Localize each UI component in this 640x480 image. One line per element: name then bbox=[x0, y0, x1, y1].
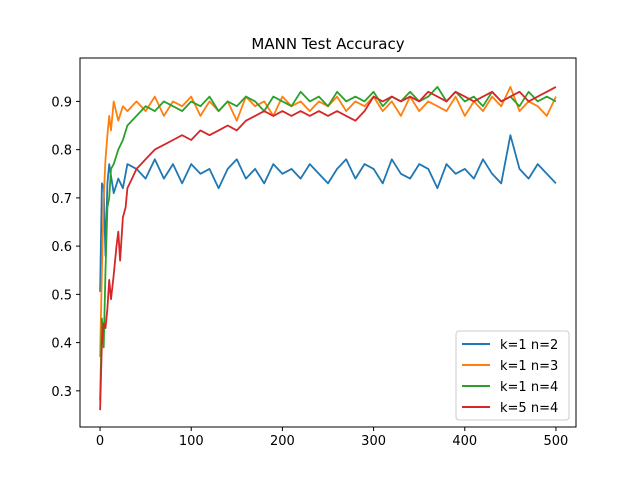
x-tick-label: 300 bbox=[361, 434, 386, 449]
y-tick-label: 0.5 bbox=[51, 288, 72, 303]
x-tick-label: 0 bbox=[96, 434, 104, 449]
y-tick-label: 0.7 bbox=[51, 192, 72, 207]
plot-frame bbox=[79, 57, 577, 428]
y-tick-label: 0.4 bbox=[51, 337, 72, 352]
legend-label-3: k=1 n=4 bbox=[500, 380, 558, 395]
series-line-1 bbox=[99, 134, 557, 292]
x-tick-label: 200 bbox=[270, 434, 295, 449]
legend-label-2: k=1 n=3 bbox=[500, 359, 558, 374]
y-tick-label: 0.9 bbox=[51, 95, 72, 110]
y-axis: 0.3 0.4 0.5 0.6 0.7 0.8 0.9 bbox=[51, 95, 80, 400]
chart-title: MANN Test Accuracy bbox=[251, 35, 404, 53]
y-tick-label: 0.3 bbox=[51, 385, 72, 400]
y-tick-label: 0.6 bbox=[51, 240, 72, 255]
x-axis: 0 100 200 300 400 500 bbox=[96, 427, 568, 449]
y-tick-label: 0.8 bbox=[51, 144, 72, 159]
legend-box bbox=[455, 330, 570, 421]
legend-label-1: k=1 n=2 bbox=[500, 338, 558, 353]
x-tick-label: 100 bbox=[179, 434, 204, 449]
legend-label-4: k=5 n=4 bbox=[500, 401, 558, 416]
plot-area bbox=[79, 57, 577, 428]
series-line-2 bbox=[99, 86, 557, 358]
series-layer bbox=[99, 86, 557, 411]
series-line-4 bbox=[99, 86, 557, 411]
x-tick-label: 500 bbox=[544, 434, 569, 449]
legend: k=1 n=2 k=1 n=3 k=1 n=4 k=5 n=4 bbox=[455, 330, 570, 421]
x-tick-label: 400 bbox=[452, 434, 477, 449]
